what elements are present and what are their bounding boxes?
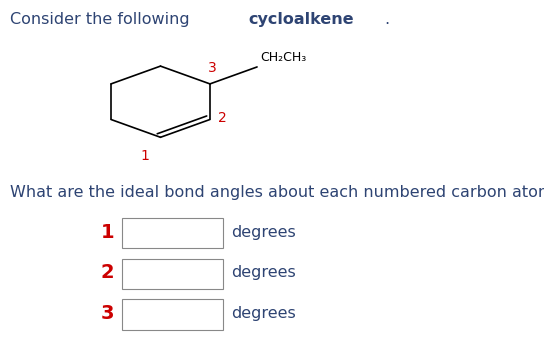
Text: 2: 2 [101,263,114,282]
Text: degrees: degrees [231,225,296,240]
Text: 3: 3 [208,61,217,75]
Text: 1: 1 [101,223,114,242]
Text: Consider the following: Consider the following [10,12,195,27]
Text: degrees: degrees [231,265,296,280]
FancyBboxPatch shape [122,218,223,248]
Text: cycloalkene: cycloalkene [248,12,354,27]
Text: 3: 3 [101,304,114,323]
Text: CH₂CH₃: CH₂CH₃ [260,51,306,64]
Text: degrees: degrees [231,306,296,321]
Text: 1: 1 [141,149,150,163]
FancyBboxPatch shape [122,259,223,289]
Text: 2: 2 [218,111,226,125]
Text: .: . [385,12,390,27]
Text: What are the ideal bond angles about each numbered carbon atom?: What are the ideal bond angles about eac… [10,185,544,200]
FancyBboxPatch shape [122,299,223,330]
